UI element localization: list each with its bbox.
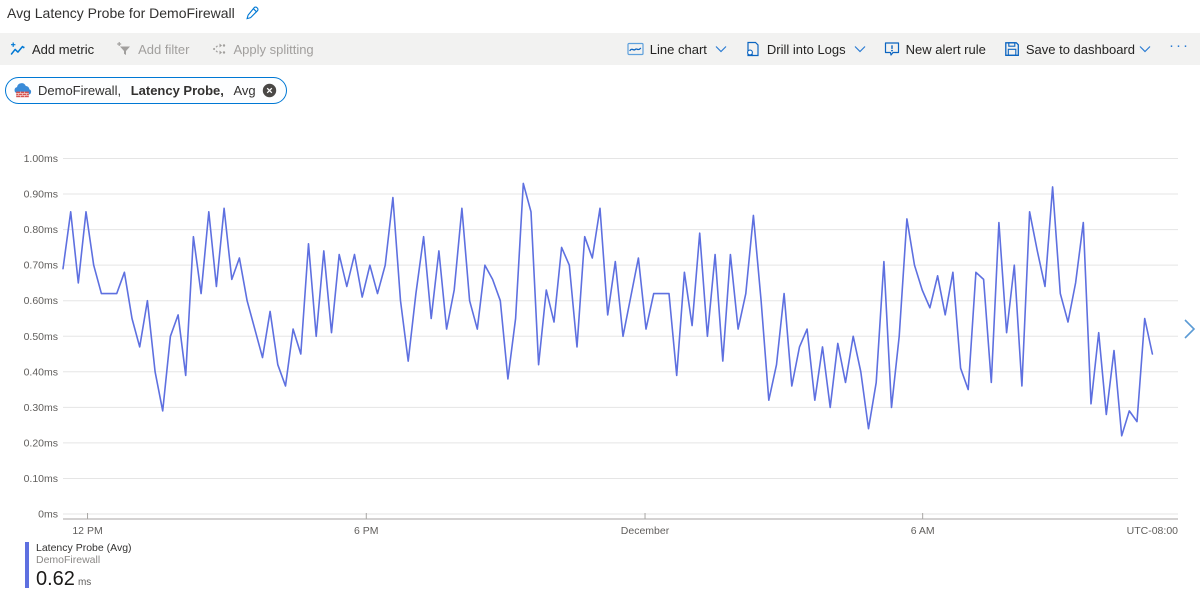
line-chart-canvas: 1.00ms 0.90ms 0.80ms 0.70ms 0.60ms 0.50ms 0.40…: [24, 153, 1179, 537]
svg-text:0.80ms: 0.80ms: [24, 224, 58, 236]
page-title: Avg Latency Probe for DemoFirewall: [7, 5, 235, 21]
svg-text:UTC-08:00: UTC-08:00: [1127, 525, 1179, 537]
edit-title-button[interactable]: [244, 5, 260, 21]
svg-text:0.60ms: 0.60ms: [24, 295, 58, 307]
add-metric-label: Add metric: [32, 41, 95, 57]
legend-color-bar: [25, 542, 29, 588]
chevron-down-icon: [1139, 46, 1151, 53]
pencil-icon: [246, 6, 259, 20]
svg-text:6 PM: 6 PM: [354, 525, 379, 537]
line-chart-label: Line chart: [649, 41, 707, 57]
toolbar: Add metric Add filter Apply splitting: [0, 33, 1200, 65]
svg-text:12 PM: 12 PM: [72, 525, 102, 537]
svg-text:0ms: 0ms: [38, 509, 58, 521]
svg-text:0.50ms: 0.50ms: [24, 331, 58, 343]
legend-unit: ms: [77, 577, 92, 588]
toolbar-left-group: Add metric Add filter Apply splitting: [10, 41, 314, 57]
latency-series-line: [62, 182, 1154, 437]
close-icon[interactable]: [262, 83, 277, 98]
apply-splitting-button[interactable]: Apply splitting: [211, 41, 314, 57]
toolbar-right-group: Line chart Drill into Logs: [627, 37, 1190, 57]
svg-text:6 AM: 6 AM: [911, 525, 935, 537]
save-to-dashboard-button[interactable]: Save to dashboard: [1004, 41, 1151, 57]
new-alert-rule-button[interactable]: New alert rule: [884, 41, 986, 57]
pill-resource: DemoFirewall,: [38, 83, 125, 98]
svg-text:1.00ms: 1.00ms: [24, 153, 58, 165]
drill-into-logs-icon: [746, 41, 759, 57]
add-metric-icon: [10, 42, 25, 55]
svg-text:0.10ms: 0.10ms: [24, 473, 58, 485]
add-filter-label: Add filter: [138, 41, 190, 57]
new-alert-rule-label: New alert rule: [905, 41, 986, 57]
svg-text:December: December: [621, 525, 670, 537]
apply-splitting-label: Apply splitting: [233, 41, 314, 57]
pill-aggregation: Avg: [233, 83, 256, 98]
legend[interactable]: Latency Probe (Avg) DemoFirewall 0.62 ms: [25, 542, 132, 591]
more-options-button[interactable]: ···: [1169, 37, 1190, 54]
add-filter-icon: [117, 42, 131, 55]
drill-into-logs-label: Drill into Logs: [766, 41, 846, 57]
svg-text:0.20ms: 0.20ms: [24, 437, 58, 449]
chevron-right-icon: [1184, 319, 1196, 339]
legend-value: 0.62: [36, 568, 75, 590]
save-icon: [1005, 42, 1019, 56]
svg-text:0.40ms: 0.40ms: [24, 366, 58, 378]
line-chart-icon: [627, 42, 644, 56]
line-chart-button[interactable]: Line chart: [627, 41, 727, 57]
metric-pill[interactable]: DemoFirewall, Latency Probe, Avg: [5, 77, 287, 104]
apply-splitting-icon: [213, 43, 226, 55]
scroll-right-button[interactable]: [1183, 318, 1196, 345]
legend-resource-name: DemoFirewall: [36, 554, 101, 566]
svg-text:0.30ms: 0.30ms: [24, 402, 58, 414]
save-to-dashboard-label: Save to dashboard: [1025, 41, 1135, 57]
add-filter-button[interactable]: Add filter: [116, 41, 189, 57]
firewall-icon: [14, 83, 32, 98]
chevron-down-icon: [854, 46, 866, 53]
pill-metric: Latency Probe,: [130, 83, 228, 98]
chart-header: Avg Latency Probe for DemoFirewall: [7, 5, 260, 21]
drill-into-logs-button[interactable]: Drill into Logs: [745, 41, 866, 57]
legend-metric-name: Latency Probe (Avg): [36, 542, 132, 554]
metrics-chart: 1.00ms 0.90ms 0.80ms 0.70ms 0.60ms 0.50ms 0.40…: [0, 140, 1200, 552]
svg-text:0.90ms: 0.90ms: [24, 189, 58, 201]
svg-text:0.70ms: 0.70ms: [24, 260, 58, 272]
add-metric-button[interactable]: Add metric: [10, 41, 94, 57]
new-alert-rule-icon: [884, 42, 899, 56]
chevron-down-icon: [715, 46, 727, 53]
